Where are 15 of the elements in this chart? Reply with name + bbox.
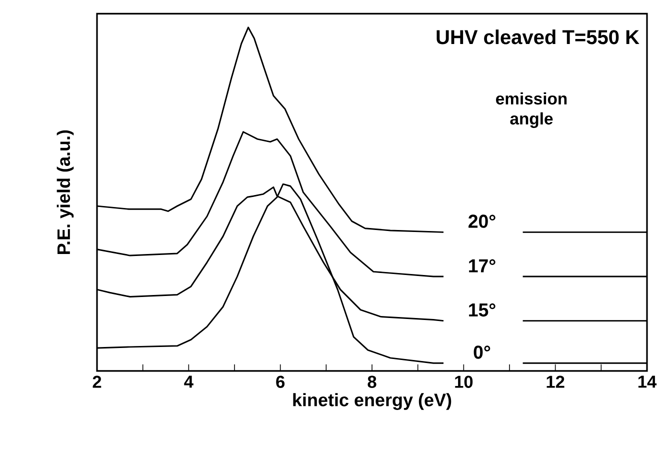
series-label: 0°: [474, 346, 490, 359]
x-axis-title: kinetic energy (eV): [293, 393, 452, 410]
y-axis-title: P.E. yield (a.u.): [56, 130, 74, 254]
x-tick-label: 6: [276, 376, 285, 388]
x-tick-label: 2: [92, 376, 102, 388]
series-label: 20°: [468, 214, 496, 228]
x-tick-label: 8: [368, 376, 376, 388]
x-tick-label: 4: [184, 376, 194, 388]
x-tick-label: 12: [546, 376, 564, 388]
x-tick-label: 14: [638, 376, 657, 388]
series-label: 15°: [469, 303, 496, 317]
series-label: 17°: [469, 259, 496, 272]
annotation: emission angle: [496, 92, 567, 128]
x-tick-label: 10: [455, 376, 473, 388]
annotation: UHV cleaved T=550 K: [436, 30, 640, 44]
